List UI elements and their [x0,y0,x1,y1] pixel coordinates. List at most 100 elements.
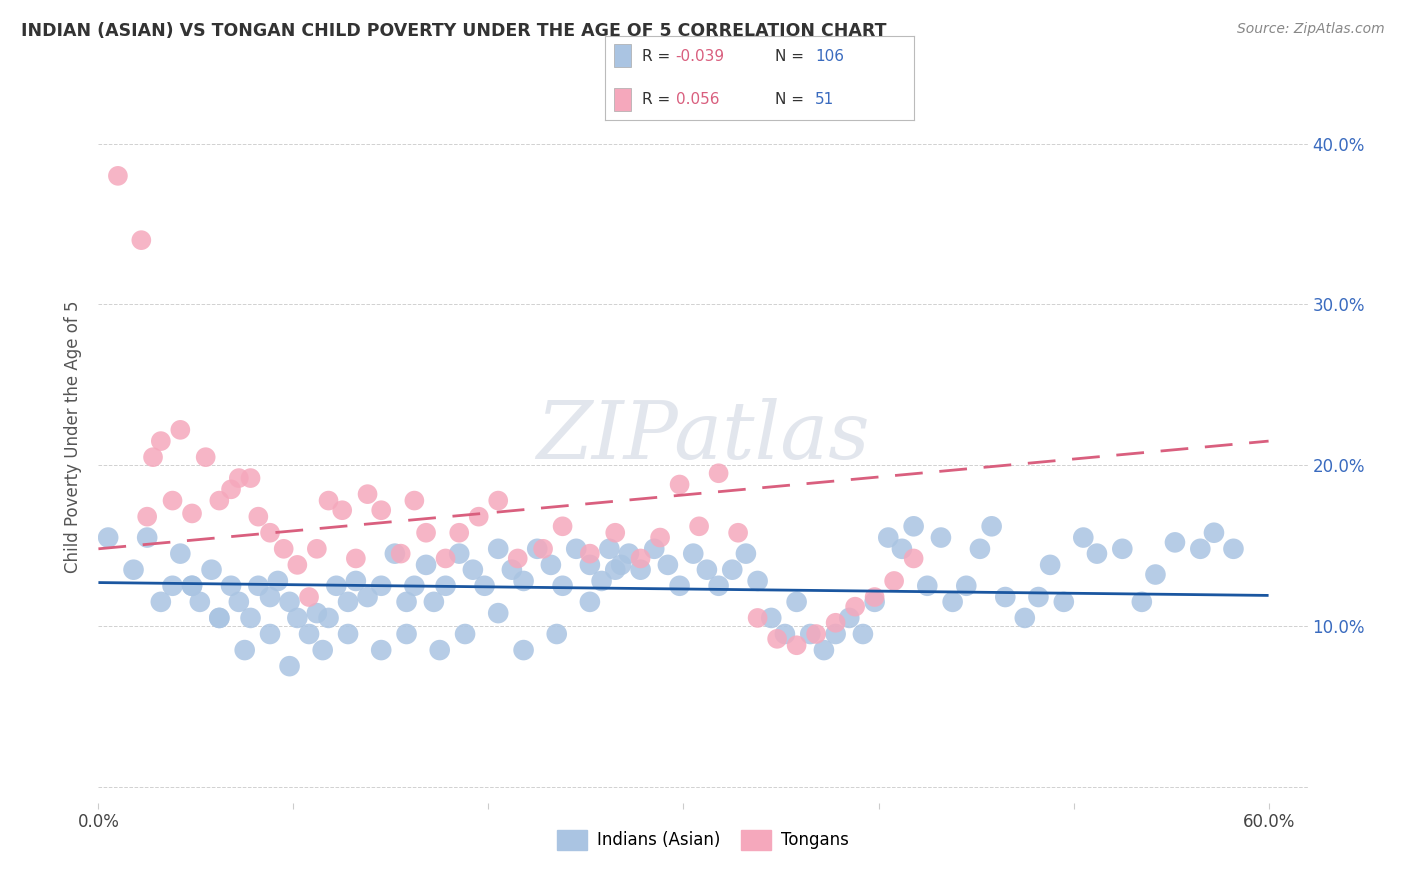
Point [863,590,886,604]
Point [980,519,1002,533]
Bar [614,44,631,68]
Point [1071,531,1094,545]
Point [415,525,437,540]
Point [804,627,827,641]
Point [617,547,640,561]
Point [370,643,392,657]
Point [890,541,912,556]
Point [259,590,281,604]
Point [404,579,426,593]
Point [97,531,120,545]
Point [1222,541,1244,556]
Point [228,471,250,485]
Point [668,477,690,491]
Text: 0.056: 0.056 [676,92,720,107]
Point [786,638,808,652]
Point [773,627,796,641]
Text: 51: 51 [815,92,834,107]
Point [415,558,437,572]
Point [219,579,242,593]
Point [142,450,165,465]
Point [395,627,418,641]
Point [474,579,496,593]
Point [761,611,783,625]
Point [122,563,145,577]
Point [955,579,977,593]
Point [579,595,602,609]
Point [149,434,172,449]
Point [824,615,846,630]
Text: 106: 106 [815,48,844,63]
Point [449,547,471,561]
Text: N =: N = [775,92,808,107]
Point [228,595,250,609]
Point [278,595,301,609]
Point [994,590,1017,604]
Point [1111,541,1133,556]
Point [449,525,471,540]
Point [526,541,548,556]
Point [149,595,172,609]
Point [131,233,153,247]
Point [1130,595,1153,609]
Point [844,599,866,614]
Point [239,471,262,485]
Point [707,467,730,481]
Point [337,595,360,609]
Text: N =: N = [775,48,808,63]
Point [298,590,321,604]
Point [434,551,457,566]
Point [903,551,925,566]
Point [259,525,281,540]
Point [630,551,652,566]
Point [512,574,534,588]
Text: Source: ZipAtlas.com: Source: ZipAtlas.com [1237,22,1385,37]
Point [546,627,568,641]
Point [107,169,129,183]
Point [648,531,671,545]
Point [285,611,308,625]
Point [540,558,562,572]
Point [162,493,184,508]
Point [395,595,418,609]
Text: R =: R = [641,92,679,107]
Point [181,507,204,521]
Point [531,541,554,556]
Point [370,579,392,593]
Point [668,579,690,593]
Point [942,595,965,609]
Point [786,595,808,609]
Point [883,574,905,588]
Point [136,509,159,524]
Point [579,547,602,561]
Point [917,579,939,593]
Point [181,579,204,593]
Text: ZIPatlas: ZIPatlas [536,399,870,475]
Point [344,574,367,588]
Point [1085,547,1108,561]
Point [344,551,367,566]
Point [467,509,489,524]
Point [330,503,353,517]
Point [551,579,574,593]
Point [1144,567,1167,582]
Point [682,547,704,561]
Point [239,611,262,625]
Point [247,509,270,524]
Text: R =: R = [641,48,675,63]
Point [356,590,378,604]
Point [434,579,457,593]
Point [721,563,744,577]
Point [813,643,835,657]
Point [267,574,290,588]
Point [208,611,231,625]
Point [318,493,340,508]
Point [630,563,652,577]
Point [605,525,627,540]
Point [657,558,679,572]
Text: -0.039: -0.039 [676,48,725,63]
Point [579,558,602,572]
Point [969,541,991,556]
Point [605,563,627,577]
Point [318,611,340,625]
